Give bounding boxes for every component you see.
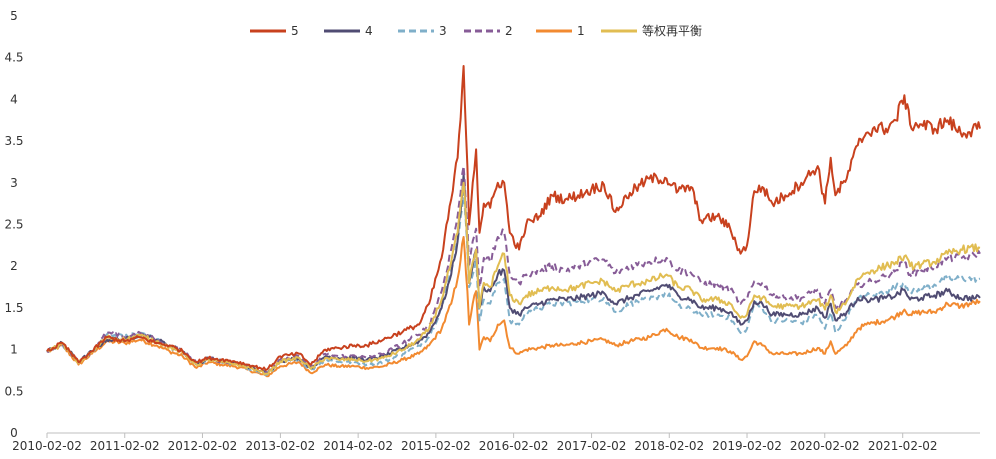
y-tick-label: 3 — [10, 176, 18, 190]
x-tick-label: 2020-02-02 — [790, 439, 860, 453]
series-lines — [46, 65, 981, 378]
x-tick-label: 2017-02-02 — [557, 439, 627, 453]
x-tick-label: 2012-02-02 — [168, 439, 238, 453]
x-tick-label: 2018-02-02 — [634, 439, 704, 453]
x-tick-label: 2019-02-02 — [712, 439, 782, 453]
y-tick-label: 3.5 — [4, 134, 23, 148]
y-tick-label: 4 — [10, 92, 18, 106]
series-line-4 — [46, 173, 981, 374]
series-line-3 — [46, 190, 981, 376]
y-tick-label: 5 — [10, 9, 18, 23]
y-tick-label: 1.5 — [4, 301, 23, 315]
x-tick-label: 2013-02-02 — [246, 439, 316, 453]
legend-label: 5 — [291, 24, 299, 38]
y-tick-label: 0.5 — [4, 384, 23, 398]
legend-label: 1 — [577, 24, 585, 38]
legend-label: 3 — [439, 24, 447, 38]
y-tick-label: 2.5 — [4, 218, 23, 232]
legend-label: 4 — [365, 24, 373, 38]
legend-label: 2 — [505, 24, 513, 38]
x-tick-label: 2015-02-02 — [401, 439, 471, 453]
y-tick-label: 1 — [10, 343, 18, 357]
legend-label: 等权再平衡 — [642, 24, 702, 38]
x-tick-label: 2011-02-02 — [90, 439, 160, 453]
legend: 5 4 3 2 1 等权再平衡 — [250, 24, 702, 38]
y-axis: 0 0.5 1 1.5 2 2.5 3 3.5 4 4.5 5 — [4, 9, 23, 440]
x-axis: 2010-02-02 2011-02-02 2012-02-02 2013-02-02… — [12, 432, 980, 453]
x-tick-label: 2016-02-02 — [479, 439, 549, 453]
x-tick-label: 2014-02-02 — [323, 439, 393, 453]
x-tick-label: 2021-02-02 — [868, 439, 938, 453]
series-line-2 — [46, 165, 981, 375]
y-tick-label: 4.5 — [4, 51, 23, 65]
x-tick-label: 2010-02-02 — [12, 439, 82, 453]
y-tick-label: 0 — [10, 426, 18, 440]
series-line-5 — [46, 65, 981, 371]
y-tick-label: 2 — [10, 259, 18, 273]
